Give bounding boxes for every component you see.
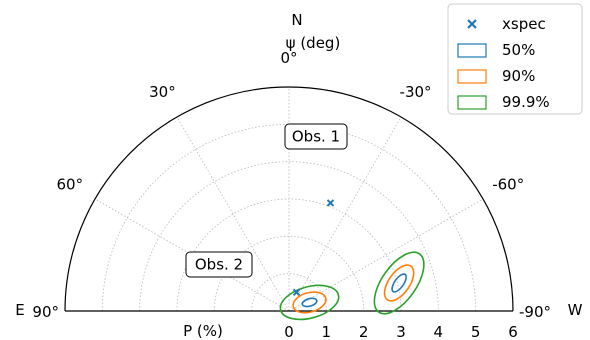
observation-label-text: Obs. 2 [195,256,243,274]
contour-90 [383,264,415,302]
angle-grid-spoke [288,116,402,312]
east-label: E [15,301,24,319]
angle-tick-label: 90° [32,303,59,321]
angle-tick-label: 30° [149,83,176,101]
angle-tick-label: 60° [56,175,83,193]
legend-label: 90% [502,67,535,85]
radial-tick-label: 5 [471,323,481,340]
angle-tick-label: -30° [400,83,432,101]
observation-label-text: Obs. 1 [292,128,340,146]
angle-tick-labels: -90° -60° -30° 0° 30° 60° 90° [32,49,551,321]
angle-tick-label: -90° [519,303,551,321]
angle-tick-label: -60° [492,175,524,193]
radial-tick-label: 2 [359,323,369,340]
xspec-marker [326,199,335,207]
radial-tick-label: 3 [396,323,406,340]
legend-label: xspec [502,15,546,33]
observation-label: Obs. 1 [284,123,348,150]
west-label: W [568,301,583,319]
legend-entry: 50% [457,41,535,59]
polar-grid [94,87,484,312]
observation-labels: Obs. 1 Obs. 2 [185,123,348,278]
legend: xspec 50% 90% 99.9% [447,3,583,115]
legend-label: 50% [502,41,535,59]
radial-axis-label: P (%) [183,322,223,340]
radial-tick-labels: 0 1 2 3 4 5 6 [284,323,518,340]
xspec-marker [292,288,301,297]
marker-layer [292,199,335,297]
legend-swatch [457,69,487,84]
contour-50 [301,297,318,308]
contour-999 [373,251,425,315]
observation-label: Obs. 2 [185,251,253,278]
radial-tick-label: 1 [322,323,332,340]
legend-entry: xspec [467,15,546,33]
observation-contours [279,284,340,321]
outer-arc [64,86,514,312]
radial-tick-label: 6 [508,323,518,340]
legend-entry: 90% [457,67,535,85]
north-label: N [291,11,302,29]
legend-swatch [457,43,487,58]
angle-grid-spoke [176,116,290,312]
contour-999 [279,284,340,321]
legend-label: 99.9% [502,93,550,111]
contour-layer [279,251,425,321]
angle-tick-label: 0° [280,49,297,67]
observation-contours [373,251,425,315]
radial-grid-circle [213,236,365,312]
radial-tick-label: 4 [434,323,444,340]
contour-90 [292,291,327,314]
legend-swatch [457,95,487,110]
radial-tick-label: 0 [284,323,294,340]
legend-frame [447,3,583,115]
angle-axis-label: ψ (deg) [286,34,341,52]
legend-entry: 99.9% [457,93,550,111]
angle-grid-spoke [288,198,484,312]
contour-50 [391,273,407,293]
